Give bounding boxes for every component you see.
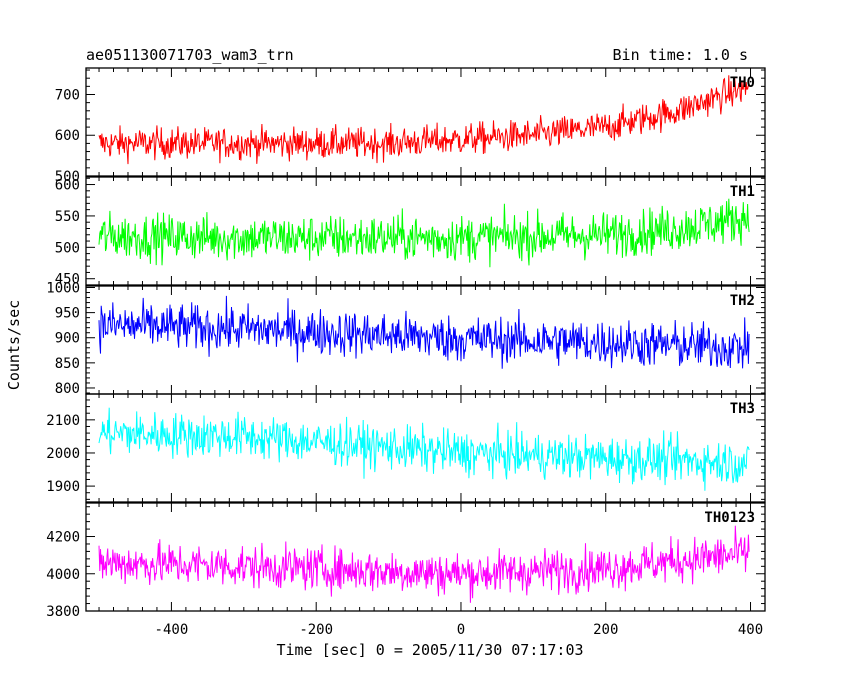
y-tick-label: 4200 <box>46 530 80 546</box>
panel-frame <box>85 176 766 286</box>
x-tick-label: 200 <box>593 622 618 638</box>
chart-title-right: Bin time: 1.0 s <box>613 46 748 64</box>
y-tick-label: 950 <box>55 306 80 322</box>
y-tick-label: 900 <box>55 331 80 347</box>
panel-th0: 500 600 700 TH0 <box>55 67 766 185</box>
panel-label: TH2 <box>730 293 755 309</box>
series-line-th0 <box>98 75 750 165</box>
y-axis-label: Counts/sec <box>5 300 23 390</box>
series-line-th3 <box>98 407 750 491</box>
y-tick-label: 2100 <box>46 413 80 429</box>
chart-title-left: ae051130071703_wam3_trn <box>86 46 294 64</box>
y-tick-label: 800 <box>55 381 80 397</box>
series-line-th2 <box>98 295 750 369</box>
panel-label: TH0123 <box>704 510 755 526</box>
y-tick-label: 700 <box>55 87 80 103</box>
y-tick-label: 600 <box>55 128 80 144</box>
x-tick-label: 0 <box>457 622 465 638</box>
panel-th1: 450 500 550 600 TH1 <box>55 176 766 288</box>
series-line-th0123 <box>98 525 750 603</box>
x-tick-label: -400 <box>155 622 189 638</box>
y-tick-label: 850 <box>55 356 80 372</box>
panel-label: TH0 <box>730 75 755 91</box>
x-tick-label: -200 <box>299 622 333 638</box>
panel-label: TH1 <box>730 184 755 200</box>
y-tick-label: 550 <box>55 209 80 225</box>
y-tick-label: 1900 <box>46 479 80 495</box>
panel-frame <box>85 67 766 177</box>
panel-label: TH3 <box>730 401 755 417</box>
y-tick-label: 1000 <box>46 281 80 297</box>
panel-th3: 1900 2000 2100 TH3 <box>46 393 766 503</box>
x-axis-label: Time [sec] 0 = 2005/11/30 07:17:03 <box>276 641 583 659</box>
panel-th2: 800 850 900 950 1000 TH2 <box>46 281 766 397</box>
y-tick-label: 2000 <box>46 446 80 462</box>
panel-frame <box>85 393 766 503</box>
y-tick-label: 450 <box>55 272 80 288</box>
y-tick-label: 600 <box>55 178 80 194</box>
panel-th0123: 3800 4000 4200 TH0123 <box>46 502 766 620</box>
x-tick-label: 400 <box>738 622 763 638</box>
y-tick-label: 3800 <box>46 604 80 620</box>
y-tick-label: 500 <box>55 240 80 256</box>
series-line-th1 <box>98 198 750 268</box>
panel-frame <box>85 502 766 612</box>
y-tick-label: 500 <box>55 169 80 185</box>
y-tick-label: 4000 <box>46 567 80 583</box>
